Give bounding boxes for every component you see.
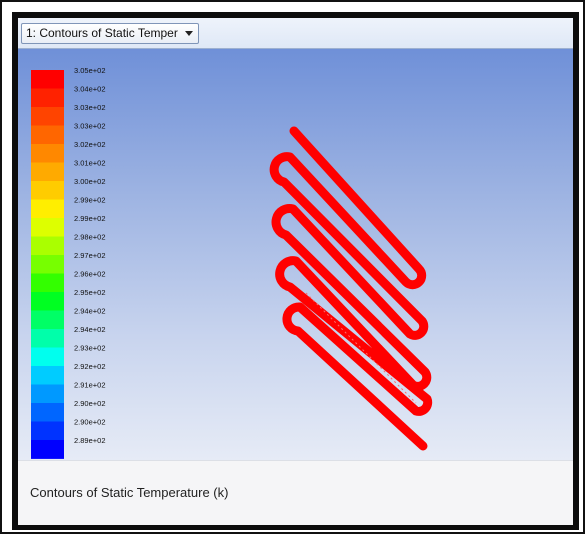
colorbar-tick-label: 2.99e+02 [74, 214, 106, 223]
colorbar-swatch [31, 88, 64, 108]
colorbar-swatch [31, 366, 64, 385]
view-selector-label: 1: Contours of Static Temper [26, 26, 178, 40]
colorbar-swatch [31, 329, 64, 348]
chevron-down-icon[interactable] [184, 31, 193, 36]
colorbar-tick-label: 2.97e+02 [74, 251, 106, 260]
colorbar-swatch [31, 144, 64, 163]
colorbar-swatch [31, 255, 64, 274]
colorbar-tick-label: 3.00e+02 [74, 177, 106, 186]
colorbar-tick-label: 2.92e+02 [74, 362, 106, 371]
colorbar-tick-labels: 3.05e+02 3.04e+02 3.03e+02 3.03e+02 3.02e+02… [74, 66, 106, 445]
colorbar-swatch [31, 384, 64, 404]
colorbar-swatch [31, 347, 64, 367]
colorbar-tick-label: 2.89e+02 [74, 436, 106, 445]
graphics-toolbar: 1: Contours of Static Temper [18, 18, 573, 49]
coil-inner-highlight [305, 292, 417, 404]
colorbar-swatch [31, 421, 64, 441]
colorbar-swatch [31, 181, 64, 200]
caption-panel: Contours of Static Temperature (k) [18, 460, 573, 525]
colorbar-swatch [31, 162, 64, 182]
colorbar-tick-label: 3.03e+02 [74, 122, 106, 131]
colorbar-tick-label: 2.96e+02 [74, 270, 106, 279]
colorbar-tick-label: 3.05e+02 [74, 66, 106, 75]
colorbar-tick-label: 2.94e+02 [74, 307, 106, 316]
colorbar-swatch [31, 236, 64, 256]
colorbar-swatch [31, 292, 64, 311]
colorbar-swatch [31, 125, 64, 145]
colorbar-swatch [31, 218, 64, 237]
colorbar-tick-label: 2.95e+02 [74, 288, 106, 297]
colorbar-swatch [31, 273, 64, 293]
plot-caption: Contours of Static Temperature (k) [30, 485, 229, 500]
colorbar-swatch [31, 440, 64, 459]
colorbar-tick-label: 2.90e+02 [74, 399, 106, 408]
colorbar-swatch [31, 199, 64, 219]
colorbar-tick-label: 3.03e+02 [74, 103, 106, 112]
colorbar-tick-label: 2.93e+02 [74, 344, 106, 353]
colorbar-swatch [31, 310, 64, 330]
colorbar-tick-label: 3.04e+02 [74, 85, 106, 94]
colorbar-legend [31, 70, 64, 459]
contour-plot: 3.05e+02 3.04e+02 3.03e+02 3.03e+02 3.02e+02… [31, 66, 433, 459]
colorbar-tick-label: 2.90e+02 [74, 418, 106, 427]
colorbar-tick-label: 2.99e+02 [74, 196, 106, 205]
serpentine-coil-geometry [269, 126, 433, 451]
graphics-window: 1: Contours of Static Temper 3.05e+02 3.0… [12, 12, 579, 530]
colorbar-swatch [31, 70, 64, 89]
colorbar-tick-label: 2.94e+02 [74, 325, 106, 334]
graphics-viewport[interactable]: 3.05e+02 3.04e+02 3.03e+02 3.03e+02 3.02e+02… [18, 49, 573, 460]
colorbar-swatch [31, 403, 64, 422]
colorbar-swatch [31, 107, 64, 126]
colorbar-tick-label: 2.91e+02 [74, 381, 106, 390]
colorbar-tick-label: 2.98e+02 [74, 233, 106, 242]
colorbar-tick-label: 3.01e+02 [74, 159, 106, 168]
colorbar-tick-label: 3.02e+02 [74, 140, 106, 149]
view-selector-dropdown[interactable]: 1: Contours of Static Temper [21, 23, 199, 44]
